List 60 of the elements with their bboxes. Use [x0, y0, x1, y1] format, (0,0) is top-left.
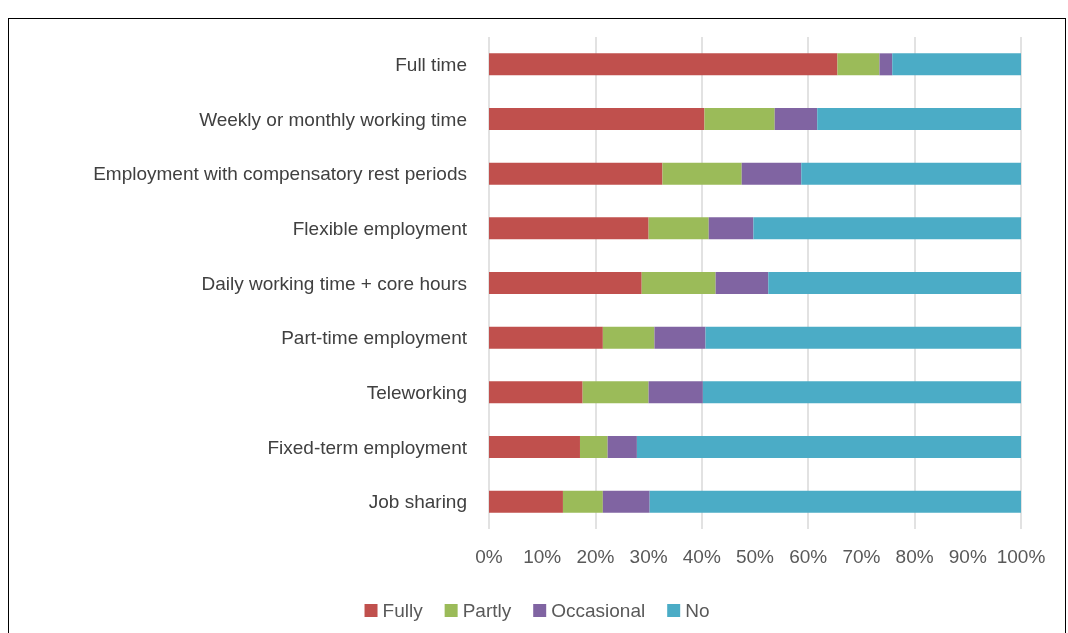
x-tick-label: 80%: [895, 546, 934, 567]
bar: [774, 108, 818, 130]
x-tick-label: 0%: [475, 546, 503, 567]
x-tick-label: 30%: [629, 546, 668, 567]
x-tick-label: 70%: [842, 546, 881, 567]
bar: [662, 162, 742, 185]
y-tick-label: Weekly or monthly working time: [199, 108, 467, 130]
y-tick-label: Full time: [395, 53, 467, 75]
bar: [602, 490, 650, 513]
bar: [602, 326, 655, 349]
bar: [753, 217, 1021, 240]
bar: [641, 272, 716, 294]
bar: [489, 53, 838, 76]
x-tick-label: 60%: [789, 546, 828, 567]
x-tick-label: 50%: [735, 546, 775, 567]
x-tick-label: 40%: [682, 546, 721, 567]
y-tick-label: Part-time employment: [281, 327, 468, 349]
bar: [489, 381, 583, 404]
bar: [892, 53, 1021, 76]
legend-label: Occasional: [551, 600, 646, 621]
legend-label: No: [685, 600, 710, 621]
bar: [636, 436, 1021, 458]
bar: [489, 326, 603, 349]
y-tick-label: Teleworking: [366, 381, 467, 403]
bar: [489, 490, 563, 513]
bar: [801, 162, 1021, 185]
bar: [579, 436, 608, 458]
bar: [489, 108, 705, 130]
bar: [489, 162, 663, 185]
x-tick-label: 10%: [523, 546, 562, 567]
bar: [489, 436, 580, 458]
bar: [582, 381, 649, 404]
y-tick-label: Employment with compensatory rest periods: [93, 163, 467, 185]
bar: [715, 272, 769, 294]
bar: [768, 272, 1021, 294]
bar: [704, 108, 775, 130]
x-tick-label: 90%: [948, 546, 987, 567]
bar: [817, 108, 1021, 130]
bar: [837, 53, 880, 76]
y-tick-label: Job sharing: [368, 491, 467, 513]
bar: [489, 217, 649, 240]
y-tick-label: Fixed-term employment: [267, 436, 468, 458]
bar: [705, 326, 1021, 349]
legend-label: Fully: [382, 600, 424, 621]
bar: [702, 381, 1021, 404]
bar: [489, 272, 642, 294]
x-tick-label: 100%: [996, 546, 1046, 567]
x-tick-label: 20%: [576, 546, 615, 567]
bar: [562, 490, 603, 513]
bar: [708, 217, 754, 240]
y-tick-label: Daily working time + core hours: [201, 272, 467, 294]
bar: [654, 326, 706, 349]
bar: [607, 436, 637, 458]
bar: [649, 490, 1021, 513]
bar: [741, 162, 802, 185]
bar: [648, 381, 703, 404]
y-tick-label: Flexible employment: [292, 217, 468, 239]
bar: [648, 217, 709, 240]
bar: [879, 53, 893, 76]
legend-label: Partly: [462, 600, 512, 621]
